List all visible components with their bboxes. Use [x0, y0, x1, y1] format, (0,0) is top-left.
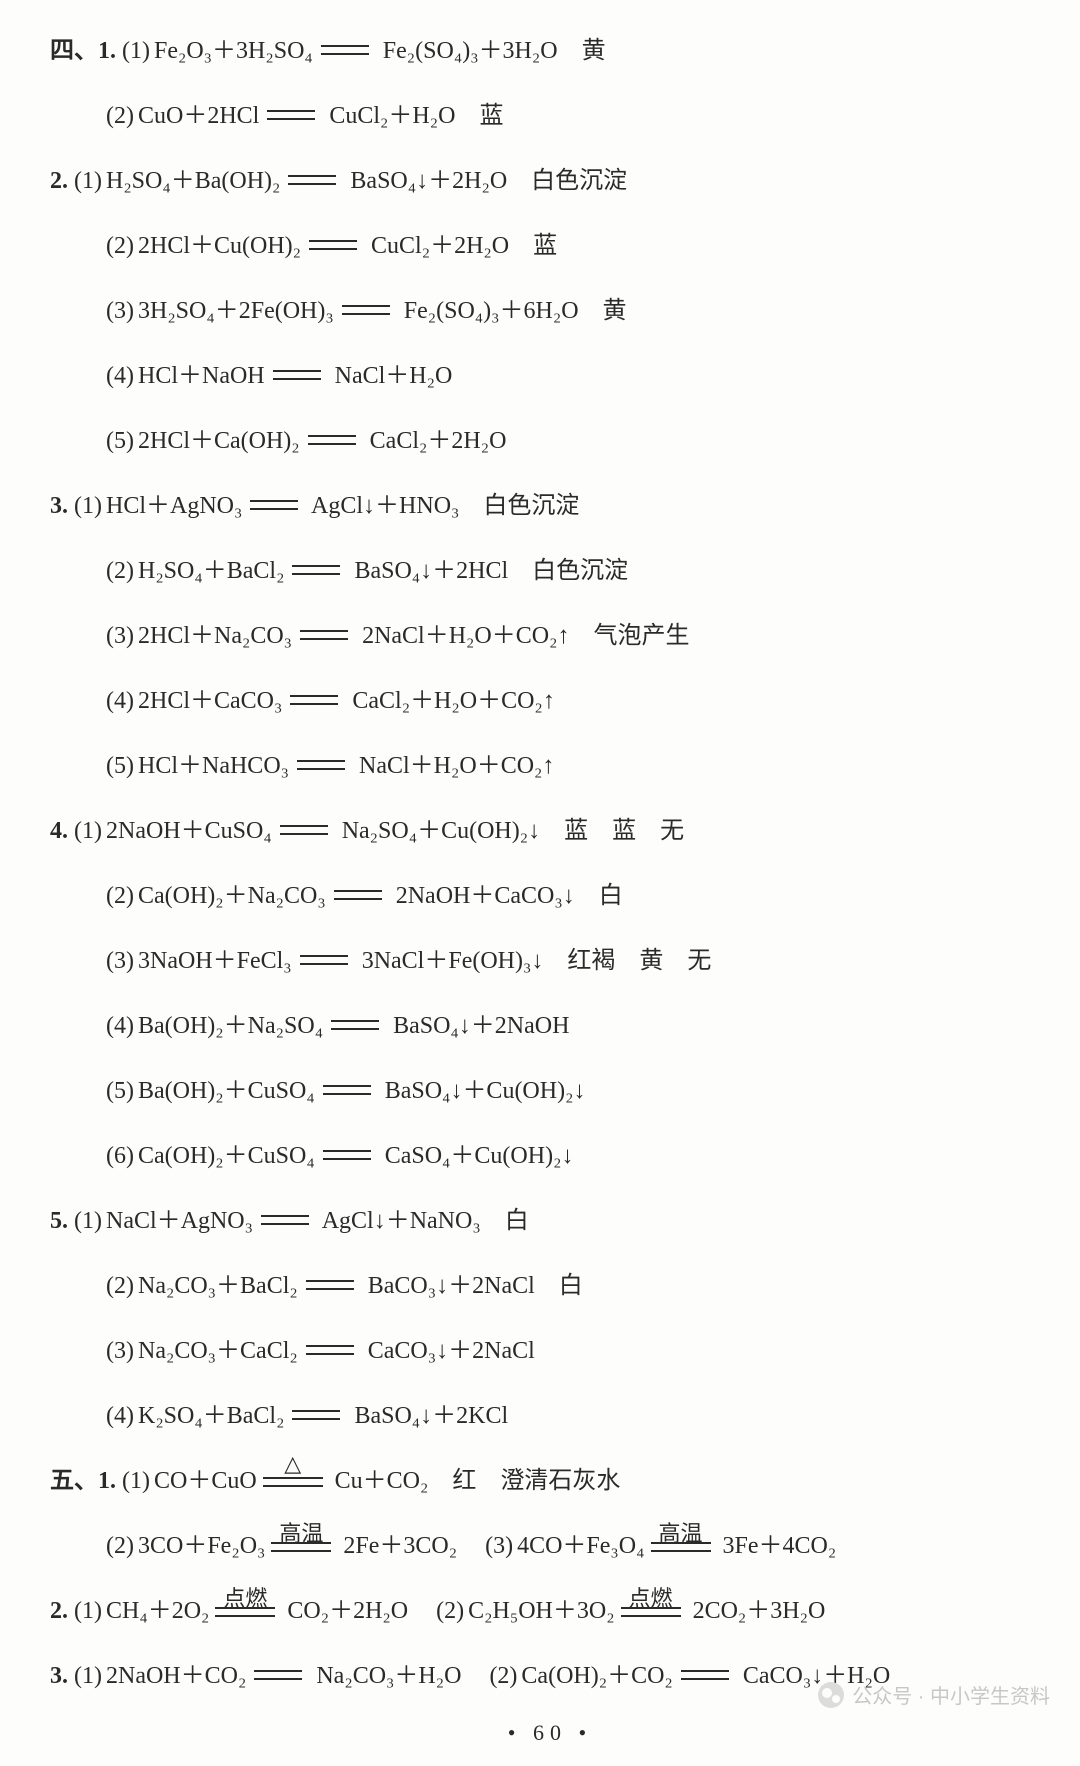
equation-line: (4)HCl＋NaOH NaCl＋H₂O: [106, 355, 1050, 390]
equation-line: (4)Ba(OH)₂＋Na₂SO₄ BaSO₄↓＋2NaOH: [106, 1005, 1050, 1040]
equation-line: 4. (1)2NaOH＋CuSO₄ Na₂SO₄＋Cu(OH)₂↓蓝 蓝 无: [50, 810, 1050, 845]
equation-line: 五、1. (1)CO＋CuO△ Cu＋CO₂红 澄清石灰水: [50, 1460, 1050, 1495]
equation-line: (5)2HCl＋Ca(OH)₂ CaCl₂＋2H₂O: [106, 420, 1050, 455]
equation-line: (3)3NaOH＋FeCl₃ 3NaCl＋Fe(OH)₃↓红褐 黄 无: [106, 940, 1050, 975]
equation-line: (2)H₂SO₄＋BaCl₂ BaSO₄↓＋2HCl白色沉淀: [106, 550, 1050, 585]
equation-line: (3)Na₂CO₃＋CaCl₂ CaCO₃↓＋2NaCl: [106, 1330, 1050, 1365]
wechat-icon: [818, 1682, 844, 1708]
equation-line: (2)3CO＋Fe₂O₃高温 2Fe＋3CO₂(3)4CO＋Fe₃O₄高温 3F…: [106, 1525, 1050, 1560]
equation-line: 四、1. (1)Fe₂O₃＋3H₂SO₄ Fe₂(SO₄)₃＋3H₂O黄: [50, 30, 1050, 65]
problem: 五、1. (1)CO＋CuO△ Cu＋CO₂红 澄清石灰水 (2)3CO＋Fe₂O…: [50, 1460, 1050, 1560]
equation-line: (6)Ca(OH)₂＋CuSO₄ CaSO₄＋Cu(OH)₂↓: [106, 1135, 1050, 1170]
equation-line: (5)Ba(OH)₂＋CuSO₄ BaSO₄↓＋Cu(OH)₂↓: [106, 1070, 1050, 1105]
equation-line: (2)2HCl＋Cu(OH)₂ CuCl₂＋2H₂O蓝: [106, 225, 1050, 260]
equation-line: (4)2HCl＋CaCO₃ CaCl₂＋H₂O＋CO₂↑: [106, 680, 1050, 715]
equation-line: 2. (1)H₂SO₄＋Ba(OH)₂ BaSO₄↓＋2H₂O白色沉淀: [50, 160, 1050, 195]
equation-line: (5)HCl＋NaHCO₃ NaCl＋H₂O＋CO₂↑: [106, 745, 1050, 780]
watermark: 公众号 · 中小学生资料: [818, 1680, 1050, 1709]
problem: 四、1. (1)Fe₂O₃＋3H₂SO₄ Fe₂(SO₄)₃＋3H₂O黄 (2)C…: [50, 30, 1050, 130]
problem: 5. (1)NaCl＋AgNO₃ AgCl↓＋NaNO₃白 (2)Na₂CO₃＋B…: [50, 1200, 1050, 1430]
equation-line: 2. (1)CH₄＋2O₂点燃 CO₂＋2H₂O(2)C₂H₅OH＋3O₂点燃 …: [50, 1590, 1050, 1625]
page-content: 四、1. (1)Fe₂O₃＋3H₂SO₄ Fe₂(SO₄)₃＋3H₂O黄 (2)C…: [50, 30, 1050, 1690]
equation-line: 3. (1)HCl＋AgNO₃ AgCl↓＋HNO₃白色沉淀: [50, 485, 1050, 520]
page-number: • 60 •: [50, 1720, 1050, 1746]
equation-line: 5. (1)NaCl＋AgNO₃ AgCl↓＋NaNO₃白: [50, 1200, 1050, 1235]
problem: 4. (1)2NaOH＋CuSO₄ Na₂SO₄＋Cu(OH)₂↓蓝 蓝 无 (2…: [50, 810, 1050, 1170]
problem: 3. (1)HCl＋AgNO₃ AgCl↓＋HNO₃白色沉淀 (2)H₂SO₄＋B…: [50, 485, 1050, 780]
equation-line: (2)Ca(OH)₂＋Na₂CO₃ 2NaOH＋CaCO₃↓白: [106, 875, 1050, 910]
problem: 2. (1)CH₄＋2O₂点燃 CO₂＋2H₂O(2)C₂H₅OH＋3O₂点燃 …: [50, 1590, 1050, 1625]
equation-line: (2)Na₂CO₃＋BaCl₂ BaCO₃↓＋2NaCl白: [106, 1265, 1050, 1300]
equation-line: (3)3H₂SO₄＋2Fe(OH)₃ Fe₂(SO₄)₃＋6H₂O黄: [106, 290, 1050, 325]
equation-line: (4)K₂SO₄＋BaCl₂ BaSO₄↓＋2KCl: [106, 1395, 1050, 1430]
equation-line: (3)2HCl＋Na₂CO₃ 2NaCl＋H₂O＋CO₂↑气泡产生: [106, 615, 1050, 650]
problem: 2. (1)H₂SO₄＋Ba(OH)₂ BaSO₄↓＋2H₂O白色沉淀 (2)2H…: [50, 160, 1050, 455]
equation-line: (2)CuO＋2HCl CuCl₂＋H₂O蓝: [106, 95, 1050, 130]
